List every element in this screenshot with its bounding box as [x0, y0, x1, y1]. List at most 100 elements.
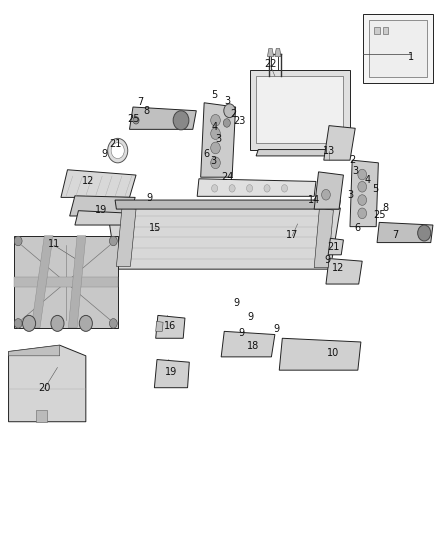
Circle shape: [108, 139, 128, 163]
Text: 25: 25: [127, 114, 140, 124]
Circle shape: [51, 316, 64, 332]
Text: 19: 19: [95, 205, 107, 215]
Circle shape: [173, 111, 189, 130]
Polygon shape: [363, 14, 433, 83]
Text: 3: 3: [225, 95, 231, 106]
Text: 8: 8: [383, 203, 389, 213]
Polygon shape: [250, 70, 350, 150]
Polygon shape: [9, 345, 60, 356]
Polygon shape: [324, 126, 355, 160]
Polygon shape: [14, 277, 118, 287]
Text: 9: 9: [239, 328, 245, 338]
Polygon shape: [279, 338, 361, 370]
Circle shape: [223, 119, 230, 127]
Text: 3: 3: [210, 156, 216, 166]
Text: 20: 20: [38, 383, 50, 393]
Polygon shape: [115, 200, 340, 209]
Circle shape: [358, 195, 367, 205]
Text: 3: 3: [347, 190, 353, 200]
Text: 1: 1: [408, 52, 414, 61]
Text: 7: 7: [137, 96, 144, 107]
Circle shape: [358, 169, 367, 180]
Text: 9: 9: [324, 255, 330, 265]
Polygon shape: [369, 20, 427, 77]
Text: 10: 10: [327, 348, 339, 358]
Polygon shape: [155, 321, 163, 332]
Circle shape: [212, 184, 218, 192]
Circle shape: [211, 142, 220, 154]
Polygon shape: [155, 316, 185, 338]
Text: 23: 23: [233, 116, 246, 126]
Polygon shape: [377, 222, 433, 243]
Text: 2: 2: [349, 155, 355, 165]
Text: 3: 3: [352, 166, 358, 176]
Text: 18: 18: [247, 341, 259, 351]
Text: 9: 9: [247, 312, 254, 322]
Text: 22: 22: [264, 60, 277, 69]
Text: 11: 11: [48, 239, 60, 249]
Polygon shape: [350, 160, 378, 227]
Polygon shape: [268, 49, 274, 56]
Circle shape: [79, 316, 92, 332]
Circle shape: [133, 117, 139, 124]
Text: 25: 25: [374, 210, 386, 220]
Text: 24: 24: [222, 172, 234, 182]
Text: 14: 14: [308, 195, 320, 205]
Circle shape: [211, 157, 220, 168]
Polygon shape: [314, 172, 343, 209]
Polygon shape: [256, 76, 343, 143]
Text: 9: 9: [146, 193, 152, 204]
Circle shape: [264, 184, 270, 192]
Circle shape: [110, 319, 117, 328]
Text: 3: 3: [215, 134, 221, 144]
Polygon shape: [31, 236, 53, 328]
Text: 21: 21: [327, 242, 339, 252]
Circle shape: [282, 184, 288, 192]
Text: 9: 9: [233, 297, 240, 308]
Circle shape: [229, 184, 235, 192]
Polygon shape: [314, 208, 333, 268]
Text: 4: 4: [364, 175, 371, 185]
Text: 2: 2: [230, 109, 237, 119]
Circle shape: [247, 184, 253, 192]
Polygon shape: [70, 196, 135, 216]
Circle shape: [211, 128, 220, 140]
Bar: [374, 27, 380, 34]
Polygon shape: [221, 332, 275, 357]
Text: 21: 21: [109, 139, 121, 149]
Text: 16: 16: [164, 321, 176, 331]
Text: 12: 12: [332, 263, 344, 273]
Polygon shape: [256, 150, 348, 156]
Circle shape: [418, 225, 431, 241]
Circle shape: [358, 208, 367, 219]
Polygon shape: [326, 259, 362, 284]
Circle shape: [22, 316, 35, 332]
Circle shape: [14, 319, 22, 328]
Text: 17: 17: [286, 230, 299, 240]
Text: 15: 15: [148, 223, 161, 233]
Polygon shape: [201, 103, 236, 177]
Polygon shape: [106, 204, 340, 269]
Circle shape: [111, 143, 124, 159]
Text: 19: 19: [165, 367, 177, 377]
Polygon shape: [328, 238, 343, 255]
Text: 5: 5: [372, 184, 378, 195]
Circle shape: [110, 236, 117, 246]
Polygon shape: [117, 207, 136, 266]
Polygon shape: [14, 236, 118, 328]
Text: 9: 9: [102, 149, 108, 159]
Text: 8: 8: [143, 106, 149, 116]
Text: 9: 9: [274, 324, 280, 334]
Polygon shape: [130, 107, 196, 130]
Text: 13: 13: [323, 146, 335, 156]
Polygon shape: [75, 211, 133, 225]
Circle shape: [14, 236, 22, 246]
Bar: [383, 27, 389, 34]
Polygon shape: [9, 345, 86, 422]
Polygon shape: [35, 410, 46, 422]
Polygon shape: [61, 169, 136, 197]
Circle shape: [358, 181, 367, 192]
Text: 5: 5: [212, 90, 218, 100]
Text: 6: 6: [355, 223, 361, 233]
Text: 12: 12: [82, 176, 94, 187]
